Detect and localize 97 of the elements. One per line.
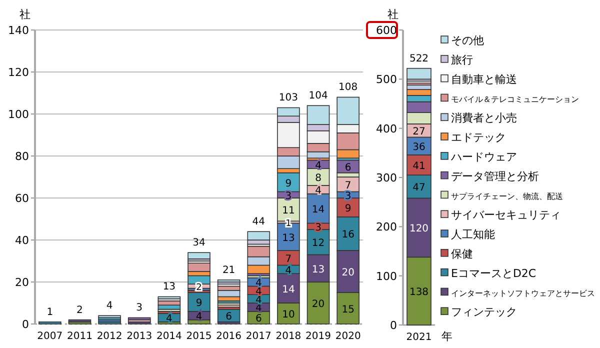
data-label: 4 xyxy=(315,160,322,172)
bar xyxy=(247,231,270,240)
data-label: 7 xyxy=(285,254,292,265)
bar xyxy=(68,319,92,322)
data-label: 12 xyxy=(312,238,325,250)
data-label: 8 xyxy=(315,173,322,184)
total-label: 34 xyxy=(192,238,206,249)
total-label: 2 xyxy=(76,304,83,316)
y-tick-label: 300 xyxy=(376,172,397,184)
data-label: 14 xyxy=(282,284,295,296)
x-tick-label: 2020 xyxy=(335,331,361,342)
legend-label: その他 xyxy=(451,34,484,47)
data-label: 27 xyxy=(412,126,426,138)
data-label: 4 xyxy=(315,186,322,197)
legend-label: 保健 xyxy=(451,247,473,260)
y-tick-label: 400 xyxy=(376,122,397,136)
data-label: 16 xyxy=(342,230,354,241)
y-tick-label: 40 xyxy=(15,234,29,247)
data-label: 4 xyxy=(255,294,262,306)
data-label: 11 xyxy=(282,206,295,217)
data-label: 6 xyxy=(226,312,232,323)
data-label: 36 xyxy=(412,142,426,154)
bar xyxy=(406,68,432,80)
x-tick-label: 2015 xyxy=(186,331,212,342)
data-label: 10 xyxy=(282,310,295,320)
total-label: 1 xyxy=(46,306,54,318)
x-tick-label: 2021 xyxy=(406,332,432,343)
legend-label: フィンテック xyxy=(451,306,517,319)
y-tick-label: 100 xyxy=(8,108,29,121)
data-label: 4 xyxy=(166,314,172,325)
total-label: 104 xyxy=(308,90,328,102)
data-label: 13 xyxy=(312,264,325,276)
total-label: 103 xyxy=(278,92,298,104)
data-label: 4 xyxy=(255,278,262,289)
legend-label: インターネットソフトウェアとサービス xyxy=(451,289,595,298)
legend-label: 旅行 xyxy=(451,53,473,66)
data-label: 13 xyxy=(282,232,295,244)
total-label: 13 xyxy=(162,282,176,293)
data-label: 9 xyxy=(344,203,352,214)
legend-label: 消費者と小売 xyxy=(451,112,517,125)
data-label: 20 xyxy=(342,268,354,278)
total-label: 21 xyxy=(222,264,236,276)
y-tick-label: 140 xyxy=(8,24,29,37)
data-label: 4 xyxy=(285,265,292,276)
y-tick-label: 120 xyxy=(8,66,29,79)
data-label: 41 xyxy=(412,160,426,172)
x-tick-label: 2018 xyxy=(276,331,302,342)
data-label: 15 xyxy=(342,304,354,316)
legend-label: EコマースとD2C xyxy=(451,266,536,280)
bar xyxy=(38,322,62,324)
y-tick-label: 500 xyxy=(376,73,397,86)
y-tick-label: 100 xyxy=(376,270,397,283)
data-label: 20 xyxy=(312,299,325,310)
y-axis-title: 社 xyxy=(20,8,30,21)
y-tick-label: 0 xyxy=(390,319,397,332)
data-label: 9 xyxy=(285,178,292,190)
y-tick-label: 60 xyxy=(15,192,29,205)
x-tick-label: 2017 xyxy=(246,331,272,342)
y-tick-label: 600 xyxy=(376,24,397,37)
y-tick-label: 20 xyxy=(15,276,29,289)
legend-label: 人工知能 xyxy=(451,228,495,241)
data-label: 138 xyxy=(409,287,429,298)
total-label: 108 xyxy=(338,82,358,94)
data-label: 4 xyxy=(255,286,262,298)
data-label: 6 xyxy=(255,314,262,325)
legend-label: 自動車と輸送 xyxy=(451,72,517,86)
legend-label: サイバーセキュリティ xyxy=(451,208,561,222)
total-label: 4 xyxy=(106,300,113,312)
y-tick-label: 200 xyxy=(376,220,397,234)
y-tick-label: 0 xyxy=(22,318,29,331)
data-label: 7 xyxy=(344,180,352,192)
legend-label: データ管理と分析 xyxy=(451,170,539,183)
legend-label: サプライチェーン、物流、配送 xyxy=(451,192,563,202)
x-tick-label: 2014 xyxy=(156,331,182,342)
bar xyxy=(188,252,210,260)
x-tick-label: 2013 xyxy=(126,331,152,342)
total-label: 3 xyxy=(136,302,143,314)
bar xyxy=(188,262,210,272)
legend-label: ハードウェア xyxy=(450,150,517,164)
x-tick-label: 2012 xyxy=(96,331,122,342)
data-label: 4 xyxy=(196,312,202,323)
x-tick-label: 2019 xyxy=(306,331,331,342)
legend-label: エドテック xyxy=(451,131,506,144)
y-axis-title: 社 xyxy=(388,8,398,21)
data-label: 6 xyxy=(344,162,352,174)
y-tick-label: 80 xyxy=(15,150,29,163)
total-label: 522 xyxy=(409,53,429,64)
data-label: 14 xyxy=(312,204,325,216)
data-label: 9 xyxy=(196,298,202,309)
total-label: 44 xyxy=(252,216,266,228)
data-label: 47 xyxy=(412,182,426,194)
x-tick-label: 2007 xyxy=(37,331,63,342)
data-label: 120 xyxy=(409,224,429,235)
x-tick-label: 2016 xyxy=(216,331,242,342)
legend-label: モバイル＆テレコミュニケーション xyxy=(451,95,579,104)
x-tick-label: 2011 xyxy=(67,331,92,342)
x-axis-title: 年 xyxy=(442,330,452,343)
